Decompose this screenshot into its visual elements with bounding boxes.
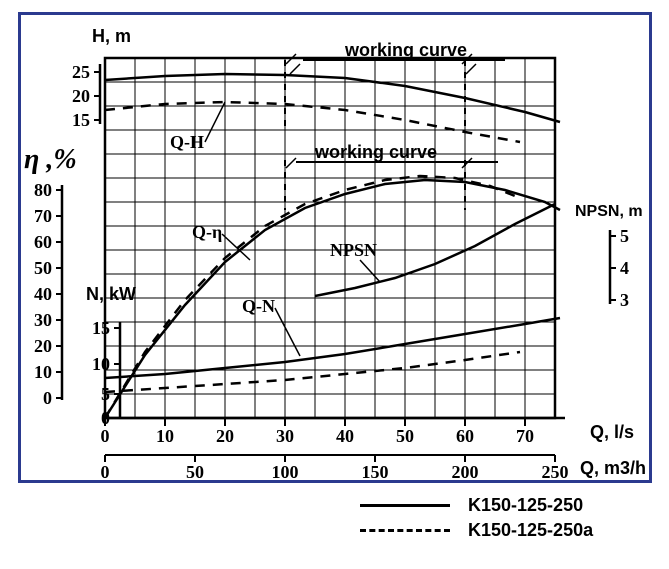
svg-text:4: 4 <box>620 258 629 278</box>
svg-text:60: 60 <box>34 232 52 252</box>
svg-text:working curve: working curve <box>344 40 467 60</box>
legend-label: K150-125-250a <box>468 520 593 541</box>
svg-text:3: 3 <box>620 290 629 310</box>
svg-text:80: 80 <box>34 180 52 200</box>
svg-text:5: 5 <box>101 384 110 404</box>
svg-text:Q-H: Q-H <box>170 132 204 152</box>
svg-text:50: 50 <box>34 258 52 278</box>
svg-text:20: 20 <box>34 336 52 356</box>
svg-text:working curve: working curve <box>314 142 437 162</box>
svg-text:70: 70 <box>34 206 52 226</box>
svg-text:H, m: H, m <box>92 26 131 46</box>
pump-chart: 010203040506070Q, l/s050100150200250Q, m… <box>0 0 669 569</box>
svg-text:50: 50 <box>396 426 414 446</box>
svg-text:0: 0 <box>43 388 52 408</box>
svg-text:40: 40 <box>34 284 52 304</box>
svg-text:15: 15 <box>72 110 90 130</box>
svg-text:30: 30 <box>276 426 294 446</box>
svg-text:10: 10 <box>156 426 174 446</box>
legend-swatch-dashed <box>360 529 450 532</box>
svg-text:100: 100 <box>272 462 299 482</box>
svg-text:Q, l/s: Q, l/s <box>590 422 634 442</box>
legend-row: K150-125-250 <box>360 495 593 516</box>
svg-text:250: 250 <box>542 462 569 482</box>
legend-row: K150-125-250a <box>360 520 593 541</box>
legend-swatch-solid <box>360 504 450 507</box>
svg-text:0: 0 <box>101 462 110 482</box>
svg-text:0: 0 <box>101 426 110 446</box>
svg-text:60: 60 <box>456 426 474 446</box>
svg-text:10: 10 <box>34 362 52 382</box>
svg-text:70: 70 <box>516 426 534 446</box>
svg-text:N, kW: N, kW <box>86 284 136 304</box>
svg-text:30: 30 <box>34 310 52 330</box>
svg-text:NPSN, m: NPSN, m <box>575 203 643 220</box>
svg-text:50: 50 <box>186 462 204 482</box>
svg-text:η ,%: η ,% <box>24 144 77 175</box>
svg-text:15: 15 <box>92 318 110 338</box>
legend: K150-125-250 K150-125-250a <box>360 495 593 545</box>
svg-text:20: 20 <box>72 86 90 106</box>
svg-text:20: 20 <box>216 426 234 446</box>
svg-text:150: 150 <box>362 462 389 482</box>
svg-text:10: 10 <box>92 354 110 374</box>
svg-text:200: 200 <box>452 462 479 482</box>
svg-text:Q, m3/h: Q, m3/h <box>580 458 646 478</box>
svg-text:Q-N: Q-N <box>242 296 275 316</box>
svg-text:5: 5 <box>620 226 629 246</box>
legend-label: K150-125-250 <box>468 495 583 516</box>
svg-text:25: 25 <box>72 62 90 82</box>
svg-text:Q-η: Q-η <box>192 222 222 242</box>
svg-text:40: 40 <box>336 426 354 446</box>
svg-text:NPSN: NPSN <box>330 240 377 260</box>
